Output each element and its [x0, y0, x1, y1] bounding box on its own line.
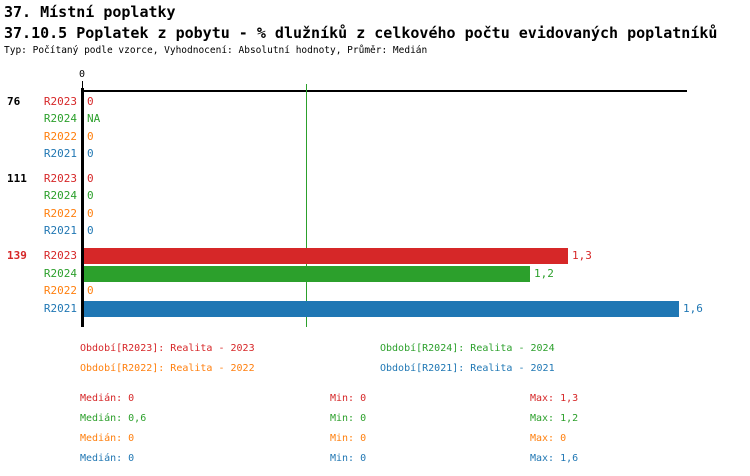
bar-value-label: 0 [87, 129, 94, 143]
median-line [306, 84, 307, 327]
bar-value-label: 1,3 [572, 249, 592, 262]
bar-r2023 [84, 248, 568, 264]
series-label-r2024: R2024 [43, 266, 77, 280]
series-label-r2023: R2023 [43, 249, 77, 262]
stat-min-r2022: Min: 0 [330, 433, 367, 444]
stat-median-r2022: Medián: 0 [80, 433, 135, 444]
bar-value-label: 0 [87, 224, 94, 237]
stat-median-r2023: Medián: 0 [80, 393, 135, 404]
bar-value-label: NA [87, 112, 101, 125]
series-label-r2021: R2021 [43, 224, 77, 237]
series-label-r2024: R2024 [43, 112, 77, 125]
stat-max-r2021: Max: 1,6 [530, 453, 579, 464]
bar-value-label: 1,6 [683, 301, 703, 315]
stat-max-r2024: Max: 1,2 [530, 413, 579, 424]
x-axis-line [82, 90, 687, 92]
group-label-111: 111 [7, 171, 27, 185]
series-label-r2021: R2021 [43, 147, 77, 160]
bar-r2021 [84, 300, 679, 317]
stat-min-r2023: Min: 0 [330, 393, 367, 404]
bar-value-label: 0 [87, 147, 94, 160]
stat-max-r2023: Max: 1,3 [530, 393, 579, 404]
series-label-r2022: R2022 [43, 284, 77, 297]
legend-item-r2021: Období[R2021]: Realita - 2021 [380, 363, 555, 374]
bar-value-label: 0 [87, 189, 94, 202]
series-label-r2022: R2022 [43, 206, 77, 220]
report-indicator-title: 37.10.5 Poplatek z pobytu - % dlužníků z… [4, 24, 718, 42]
group-label-139: 139 [7, 249, 27, 262]
bar-value-label: 0 [87, 94, 94, 108]
bar-value-label: 1,2 [534, 266, 554, 280]
report-meta: Typ: Počítaný podle vzorce, Vyhodnocení:… [4, 45, 428, 56]
stat-median-r2024: Medián: 0,6 [80, 413, 147, 424]
bar-value-label: 0 [87, 206, 94, 220]
axis-tick [82, 81, 83, 90]
bar-r2024 [84, 265, 530, 282]
bar-value-label: 0 [87, 284, 94, 297]
series-label-r2022: R2022 [43, 129, 77, 143]
y-axis-line [81, 88, 84, 327]
bar-value-label: 0 [87, 171, 94, 185]
report-section-title: 37. Místní poplatky [4, 3, 176, 21]
stat-max-r2022: Max: 0 [530, 433, 567, 444]
stat-min-r2024: Min: 0 [330, 413, 367, 424]
legend-item-r2023: Období[R2023]: Realita - 2023 [80, 343, 255, 354]
group-label-76: 76 [7, 94, 21, 108]
series-label-r2023: R2023 [43, 171, 77, 185]
series-label-r2024: R2024 [43, 189, 77, 202]
legend-item-r2022: Období[R2022]: Realita - 2022 [80, 363, 255, 374]
axis-tick-label: 0 [78, 69, 86, 80]
stat-min-r2021: Min: 0 [330, 453, 367, 464]
legend-item-r2024: Období[R2024]: Realita - 2024 [380, 343, 555, 354]
stat-median-r2021: Medián: 0 [80, 453, 135, 464]
series-label-r2023: R2023 [43, 94, 77, 108]
series-label-r2021: R2021 [43, 301, 77, 315]
